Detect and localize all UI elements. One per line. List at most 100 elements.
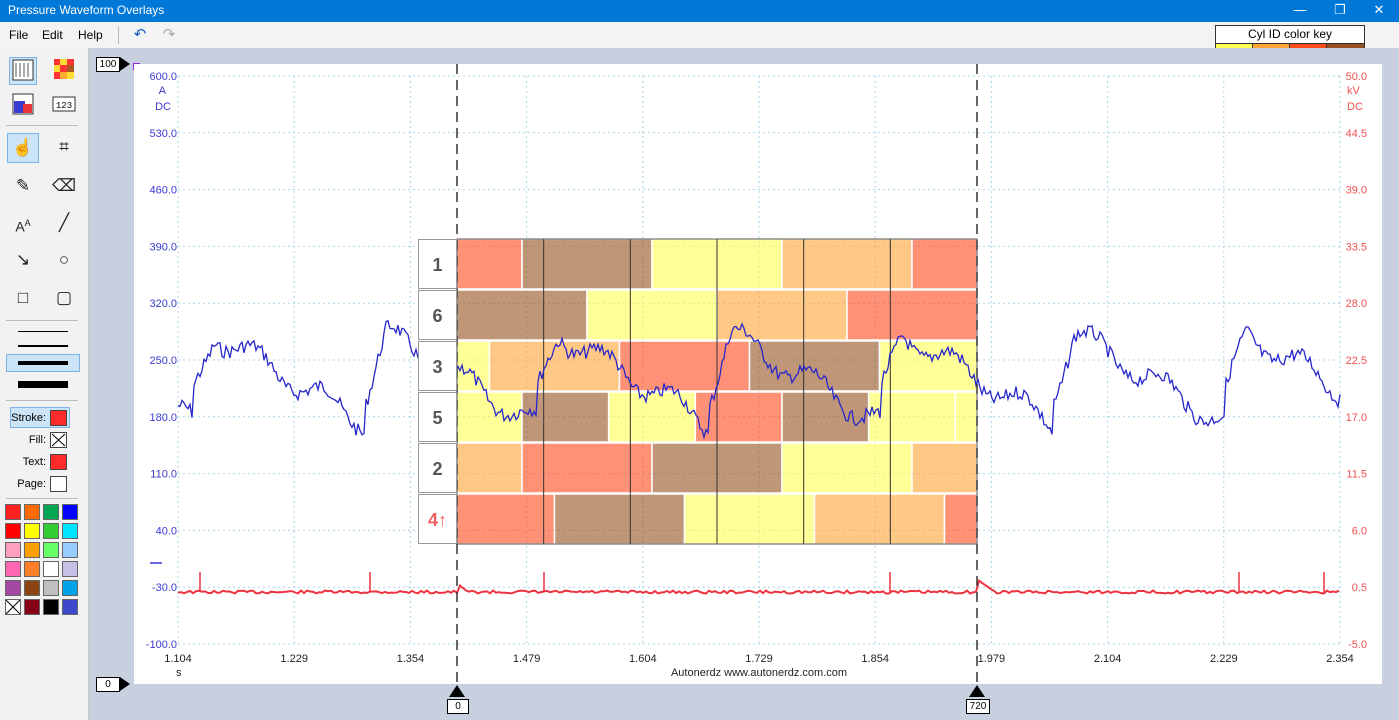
palette-swatch[interactable] [62,504,78,520]
pointer-hand-icon[interactable]: ☝ [7,133,39,163]
cylinder-label: 5 [418,392,457,442]
cylinder-stroke-cell [683,493,816,545]
right-axis-tick-label: 50.0 [1346,71,1367,83]
rounded-rect-tool-icon[interactable]: ▢ [55,288,73,307]
close-button[interactable]: ✕ [1373,2,1385,17]
palette-swatch[interactable] [5,504,21,520]
line-width-2[interactable] [18,345,68,347]
right-axis-tick-label: 6.0 [1352,525,1367,537]
eraser-icon[interactable]: ⌫ [51,176,77,195]
x-axis-unit: s [176,667,182,679]
cylinder-stroke-cell [456,289,588,341]
x-axis-tick-label: 1.354 [397,653,425,665]
left-axis-coupling: DC [155,101,171,113]
fill-none-icon[interactable] [50,432,67,448]
palette-swatch[interactable] [5,542,21,558]
waveform-view-icon[interactable] [9,57,37,85]
rectangle-tool-icon[interactable]: □ [17,288,29,307]
palette-swatch[interactable] [43,504,59,520]
redo-icon[interactable]: ↷ [162,26,176,43]
palette-swatch[interactable] [5,561,21,577]
cylinder-stroke-cell [846,289,978,341]
cursor-start-marker[interactable]: 0 [447,699,469,714]
right-axis-unit: kV [1347,85,1361,97]
text-color-label: Text: [22,456,46,468]
restore-button[interactable]: ❐ [1334,2,1346,17]
page-color-swatch[interactable] [50,476,67,492]
right-axis-tick-label: 0.5 [1352,582,1367,594]
palette-swatch[interactable] [43,561,59,577]
cylinder-label: 4↑ [418,494,457,544]
page-color-label: Page: [17,478,46,490]
x-axis-tick-label: 1.604 [629,653,657,665]
palette-swatch[interactable] [24,561,40,577]
palette-swatch[interactable] [24,599,40,615]
x-axis-tick-label: 1.229 [280,653,308,665]
line-width-4[interactable] [18,381,68,388]
palette-swatch[interactable] [24,580,40,596]
cylinder-stroke-cell [521,391,610,443]
palette-swatch[interactable] [62,523,78,539]
menu-file[interactable]: File [9,28,29,42]
line-width-3[interactable] [18,361,68,365]
cylinder-stroke-cell [521,442,653,494]
palette-swatch[interactable] [43,542,59,558]
zero-level-marker[interactable]: 0 [96,677,120,692]
left-axis-tick-label: 600.0 [149,71,177,83]
tool-separator [6,125,78,126]
svg-text:123: 123 [56,101,72,111]
pen-icon[interactable]: ✎ [15,176,31,195]
left-axis-tick-label: 320.0 [149,298,177,310]
cylinder-stroke-cell [456,238,523,290]
menu-separator [118,26,119,44]
cylinder-stroke-cell [748,340,881,392]
numeric-display-icon[interactable]: 123 [50,92,78,120]
palette-swatch[interactable] [5,523,21,539]
palette-swatch[interactable] [62,580,78,596]
title-bar: Pressure Waveform Overlays — ❐ ✕ [0,0,1399,22]
cylinder-stroke-cell [878,340,978,392]
palette-swatch[interactable] [5,580,21,596]
tool-separator [6,320,78,321]
cylinder-label: 3 [418,341,457,391]
color-block-icon[interactable] [9,92,37,120]
heatmap-view-icon[interactable] [50,57,78,85]
ignition-voltage-trace [177,579,1340,595]
minimize-button[interactable]: — [1293,2,1307,17]
x-axis-tick-label: 1.979 [978,653,1006,665]
cylinder-stroke-cell [911,238,978,290]
arrow-tool-icon[interactable]: ↘ [15,250,31,269]
cylinder-stroke-cell [943,493,978,545]
fill-label: Fill: [28,434,46,446]
ellipse-tool-icon[interactable]: ○ [58,250,70,269]
left-axis-unit: A [159,85,167,97]
crop-icon[interactable]: ⌗ [59,137,69,156]
palette-swatch[interactable] [62,561,78,577]
menu-bar: File Edit Help ↶ ↷ [0,22,1399,48]
palette-swatch[interactable] [62,599,78,615]
no-color-icon[interactable] [5,599,21,615]
plot-area: 600.0 530.0 460.0 390.0 320.0 250.0 180.0 110.0… [134,64,1382,684]
line-width-1[interactable] [18,331,68,332]
palette-swatch[interactable] [24,542,40,558]
stroke-color-swatch[interactable] [50,410,67,426]
top-level-marker[interactable]: 100 [96,57,120,72]
text-color-swatch[interactable] [50,454,67,470]
undo-icon[interactable]: ↶ [133,26,147,43]
cylinder-stroke-cell [781,442,913,494]
cylinder-pressure-trace [177,319,1341,440]
cursor-end-marker[interactable]: 720 [966,699,990,714]
text-tool-icon[interactable]: AA [15,218,31,235]
palette-swatch[interactable] [43,580,59,596]
line-tool-icon[interactable]: ╱ [58,213,70,232]
palette-swatch[interactable] [43,599,59,615]
palette-swatch[interactable] [24,504,40,520]
cylinder-stroke-cell [586,289,718,341]
menu-help[interactable]: Help [78,28,103,42]
zero-level-arrow-icon [120,677,130,691]
cylinder-stroke-cell [781,391,870,443]
palette-swatch[interactable] [24,523,40,539]
palette-swatch[interactable] [62,542,78,558]
palette-swatch[interactable] [43,523,59,539]
menu-edit[interactable]: Edit [42,28,63,42]
